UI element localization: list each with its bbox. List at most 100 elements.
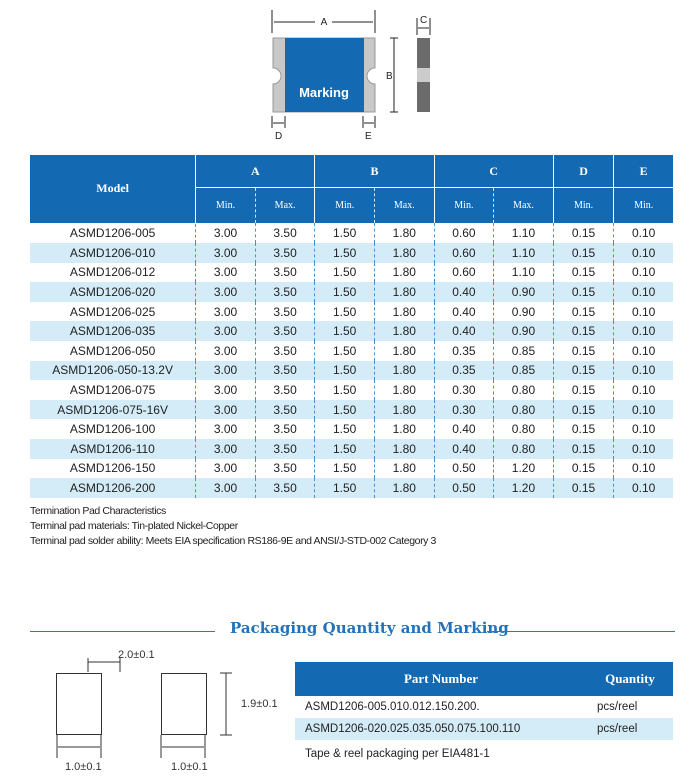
value-cell: 3.00	[195, 341, 256, 361]
value-cell: 3.00	[195, 399, 256, 420]
value-cell: 3.00	[195, 380, 256, 400]
dim-label-a: A	[321, 17, 328, 28]
value-cell: 3.50	[254, 380, 315, 400]
table-row: ASMD1206-110 3.00 3.50 1.50 1.80 0.40 0.80 0.15…	[30, 439, 673, 459]
value-cell: 3.00	[195, 223, 256, 244]
value-cell: 1.80	[373, 439, 435, 459]
section-divider-right	[487, 631, 675, 632]
value-cell: 0.10	[613, 262, 673, 283]
model-cell: ASMD1206-110	[30, 439, 196, 459]
value-cell: 3.50	[254, 321, 315, 342]
value-cell: 1.50	[314, 243, 375, 263]
sub-header: Max.	[493, 187, 554, 223]
value-cell: 0.50	[433, 478, 494, 498]
value-cell: 0.60	[433, 243, 494, 263]
table-row: ASMD1206-050-13.2V 3.00 3.50 1.50 1.80 0.35 0.…	[30, 360, 673, 381]
value-cell: 0.40	[433, 419, 494, 440]
dim-label-c: C	[420, 15, 427, 26]
header-b: B	[314, 155, 435, 188]
section-divider-left	[30, 631, 215, 632]
value-cell: 1.50	[314, 301, 375, 322]
dim-label-e: E	[365, 131, 372, 142]
table-row: ASMD1206-010 3.00 3.50 1.50 1.80 0.60 1.10 0.15…	[30, 243, 673, 263]
value-cell: 0.10	[613, 223, 673, 244]
value-cell: 1.50	[314, 223, 375, 244]
sub-header: Max.	[254, 187, 315, 223]
value-cell: 3.50	[254, 419, 315, 440]
value-cell: 1.50	[314, 458, 375, 479]
value-cell: 1.80	[373, 380, 435, 400]
value-cell: 0.10	[613, 282, 673, 302]
model-cell: ASMD1206-025	[69, 304, 156, 319]
header-quantity: Quantity	[587, 662, 673, 696]
packaging-title: Packaging Quantity and Marking	[230, 619, 509, 637]
table-row: ASMD1206-150 3.00 3.50 1.50 1.80 0.50 1.20 0.15…	[30, 458, 673, 479]
value-cell: 0.15	[552, 380, 614, 400]
table-row: ASMD1206-005 3.00 3.50 1.50 1.80 0.60 1.10 0.15…	[30, 223, 673, 244]
model-cell: ASMD1206-075-16V	[30, 399, 196, 420]
header-c: C	[433, 155, 554, 188]
value-cell: 0.15	[552, 478, 614, 498]
pad-dimension-lines	[56, 658, 232, 758]
value-cell: 1.80	[373, 243, 435, 263]
value-cell: 0.85	[493, 341, 554, 361]
value-cell: 3.50	[254, 282, 315, 302]
value-cell: 0.15	[552, 458, 614, 479]
value-cell: 3.50	[254, 223, 315, 244]
value-cell: 1.50	[314, 341, 375, 361]
header-part-number: Part Number	[295, 662, 587, 696]
value-cell: 3.00	[195, 360, 256, 381]
value-cell: 0.10	[613, 439, 673, 459]
notes-materials: Terminal pad materials: Tin-plated Nicke…	[30, 520, 238, 532]
value-cell: 0.15	[552, 282, 614, 302]
table-row: ASMD1206-200 3.00 3.50 1.50 1.80 0.50 1.20 0.15…	[30, 478, 673, 498]
model-cell: ASMD1206-050	[69, 343, 156, 358]
pad-width-dimension-right: 1.0±0.1	[171, 761, 208, 773]
value-cell: 0.50	[433, 458, 494, 479]
sub-header: Min.	[552, 187, 614, 223]
table-row: ASMD1206-025 3.00 3.50 1.50 1.80 0.40 0.90 0.15…	[30, 301, 673, 322]
value-cell: 0.35	[433, 341, 494, 361]
value-cell: 0.80	[493, 419, 554, 440]
value-cell: 1.50	[314, 478, 375, 498]
table-row: ASMD1206-100 3.00 3.50 1.50 1.80 0.40 0.80 0.15…	[30, 419, 673, 440]
value-cell: 0.10	[613, 341, 673, 361]
model-cell: ASMD1206-100	[69, 422, 156, 437]
value-cell: 0.40	[433, 321, 494, 342]
value-cell: 0.15	[552, 223, 614, 244]
component-dimension-diagram: Marking A B C D E	[271, 10, 431, 142]
part-number: ASMD1206-020.025.035.050.075.100.110	[295, 718, 587, 740]
value-cell: 1.80	[373, 223, 435, 244]
value-cell: 0.90	[493, 301, 554, 322]
value-cell: 1.80	[373, 360, 435, 381]
pad-gap-dimension: 2.0±0.1	[118, 649, 155, 661]
value-cell: 3.00	[195, 282, 256, 302]
value-cell: 3.00	[195, 478, 256, 498]
value-cell: 0.85	[493, 360, 554, 381]
value-cell: 0.40	[433, 439, 494, 459]
value-cell: 0.60	[433, 223, 494, 244]
model-cell: ASMD1206-075	[69, 383, 156, 398]
value-cell: 3.50	[254, 341, 315, 361]
value-cell: 0.10	[613, 380, 673, 400]
value-cell: 1.80	[373, 341, 435, 361]
value-cell: 1.10	[493, 262, 554, 283]
dimension-spec-table: Model A B C D E Min. Max. Min. Max. Min.…	[30, 155, 673, 498]
value-cell: 0.10	[613, 243, 673, 263]
value-cell: 0.90	[493, 282, 554, 302]
value-cell: 3.50	[254, 243, 315, 263]
model-cell: ASMD1206-020	[30, 282, 196, 302]
notes-solderability: Terminal pad solder ability: Meets EIA s…	[30, 535, 436, 547]
value-cell: 0.10	[613, 321, 673, 342]
value-cell: 3.00	[195, 458, 256, 479]
value-cell: 0.15	[552, 360, 614, 381]
sub-header: Min.	[195, 187, 256, 223]
dim-label-b: B	[386, 71, 393, 82]
value-cell: 3.00	[195, 243, 256, 263]
value-cell: 0.80	[493, 399, 554, 420]
value-cell: 1.50	[314, 439, 375, 459]
value-cell: 0.80	[493, 439, 554, 459]
header-e: E	[613, 155, 673, 188]
value-cell: 1.20	[493, 478, 554, 498]
value-cell: 3.00	[195, 419, 256, 440]
